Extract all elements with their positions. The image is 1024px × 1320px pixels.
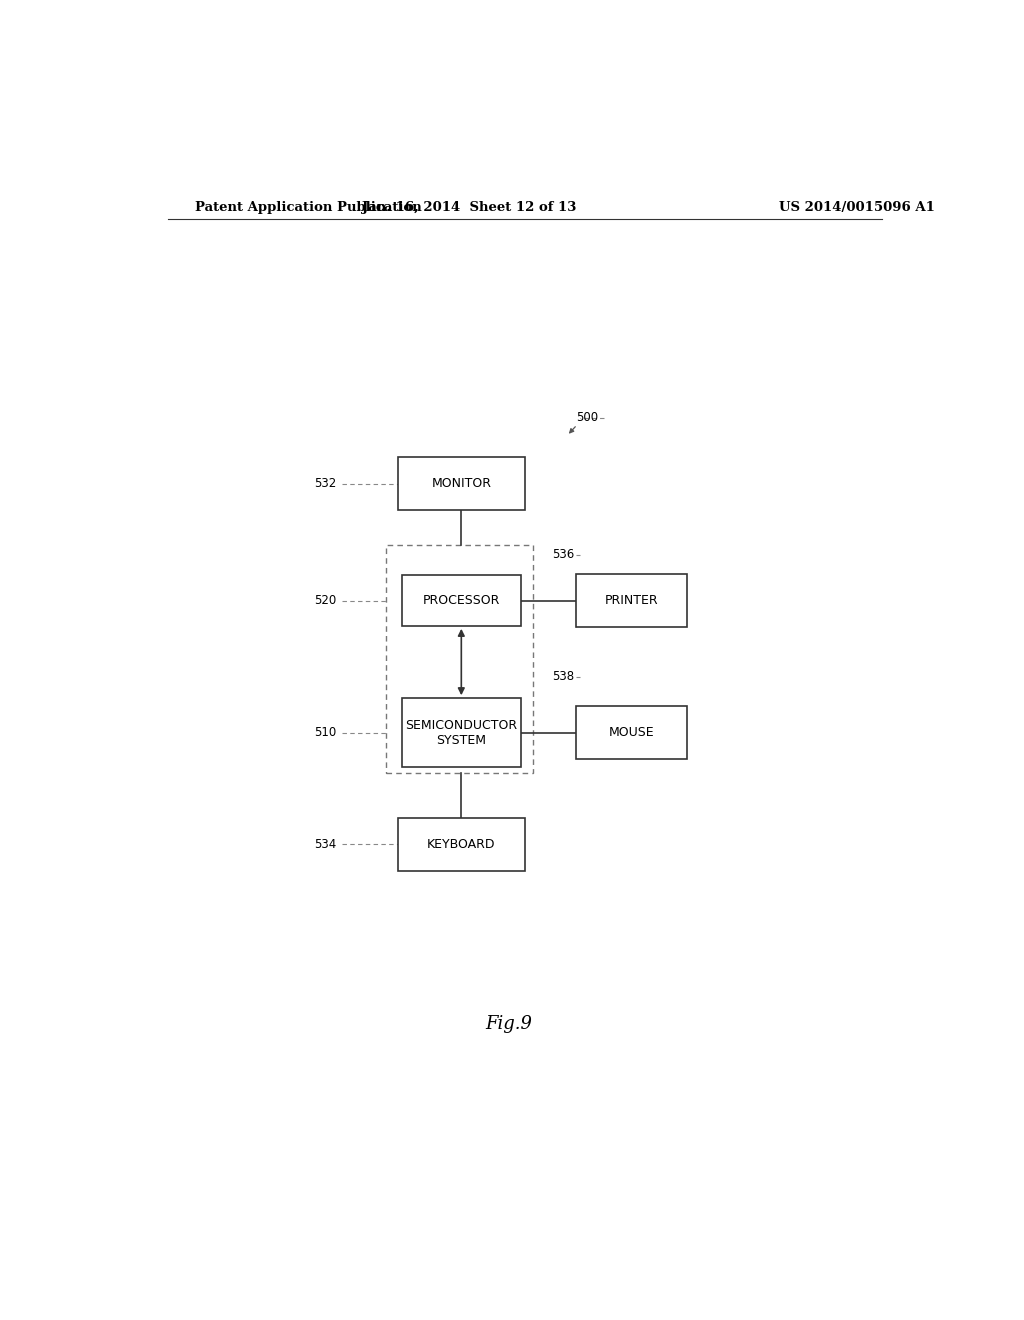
Text: SEMICONDUCTOR
SYSTEM: SEMICONDUCTOR SYSTEM [406, 718, 517, 747]
Text: KEYBOARD: KEYBOARD [427, 838, 496, 851]
Text: PRINTER: PRINTER [605, 594, 658, 607]
Text: 534: 534 [313, 838, 336, 851]
Text: 500: 500 [575, 411, 598, 424]
Text: MONITOR: MONITOR [431, 477, 492, 490]
Bar [577, 574, 687, 627]
Text: Jan. 16, 2014  Sheet 12 of 13: Jan. 16, 2014 Sheet 12 of 13 [362, 201, 577, 214]
Text: 510: 510 [313, 726, 336, 739]
Text: 532: 532 [313, 477, 336, 490]
Text: 536: 536 [552, 548, 574, 561]
Text: Fig.9: Fig.9 [485, 1015, 532, 1034]
Text: US 2014/0015096 A1: US 2014/0015096 A1 [778, 201, 935, 214]
Bar [397, 818, 524, 871]
Text: 520: 520 [313, 594, 336, 607]
Text: PROCESSOR: PROCESSOR [423, 594, 500, 607]
Bar [386, 545, 532, 774]
Bar [577, 706, 687, 759]
Bar [401, 698, 521, 767]
Text: MOUSE: MOUSE [609, 726, 654, 739]
Text: Patent Application Publication: Patent Application Publication [196, 201, 422, 214]
Text: 538: 538 [552, 671, 574, 684]
Bar [397, 457, 524, 510]
Bar [401, 576, 521, 626]
